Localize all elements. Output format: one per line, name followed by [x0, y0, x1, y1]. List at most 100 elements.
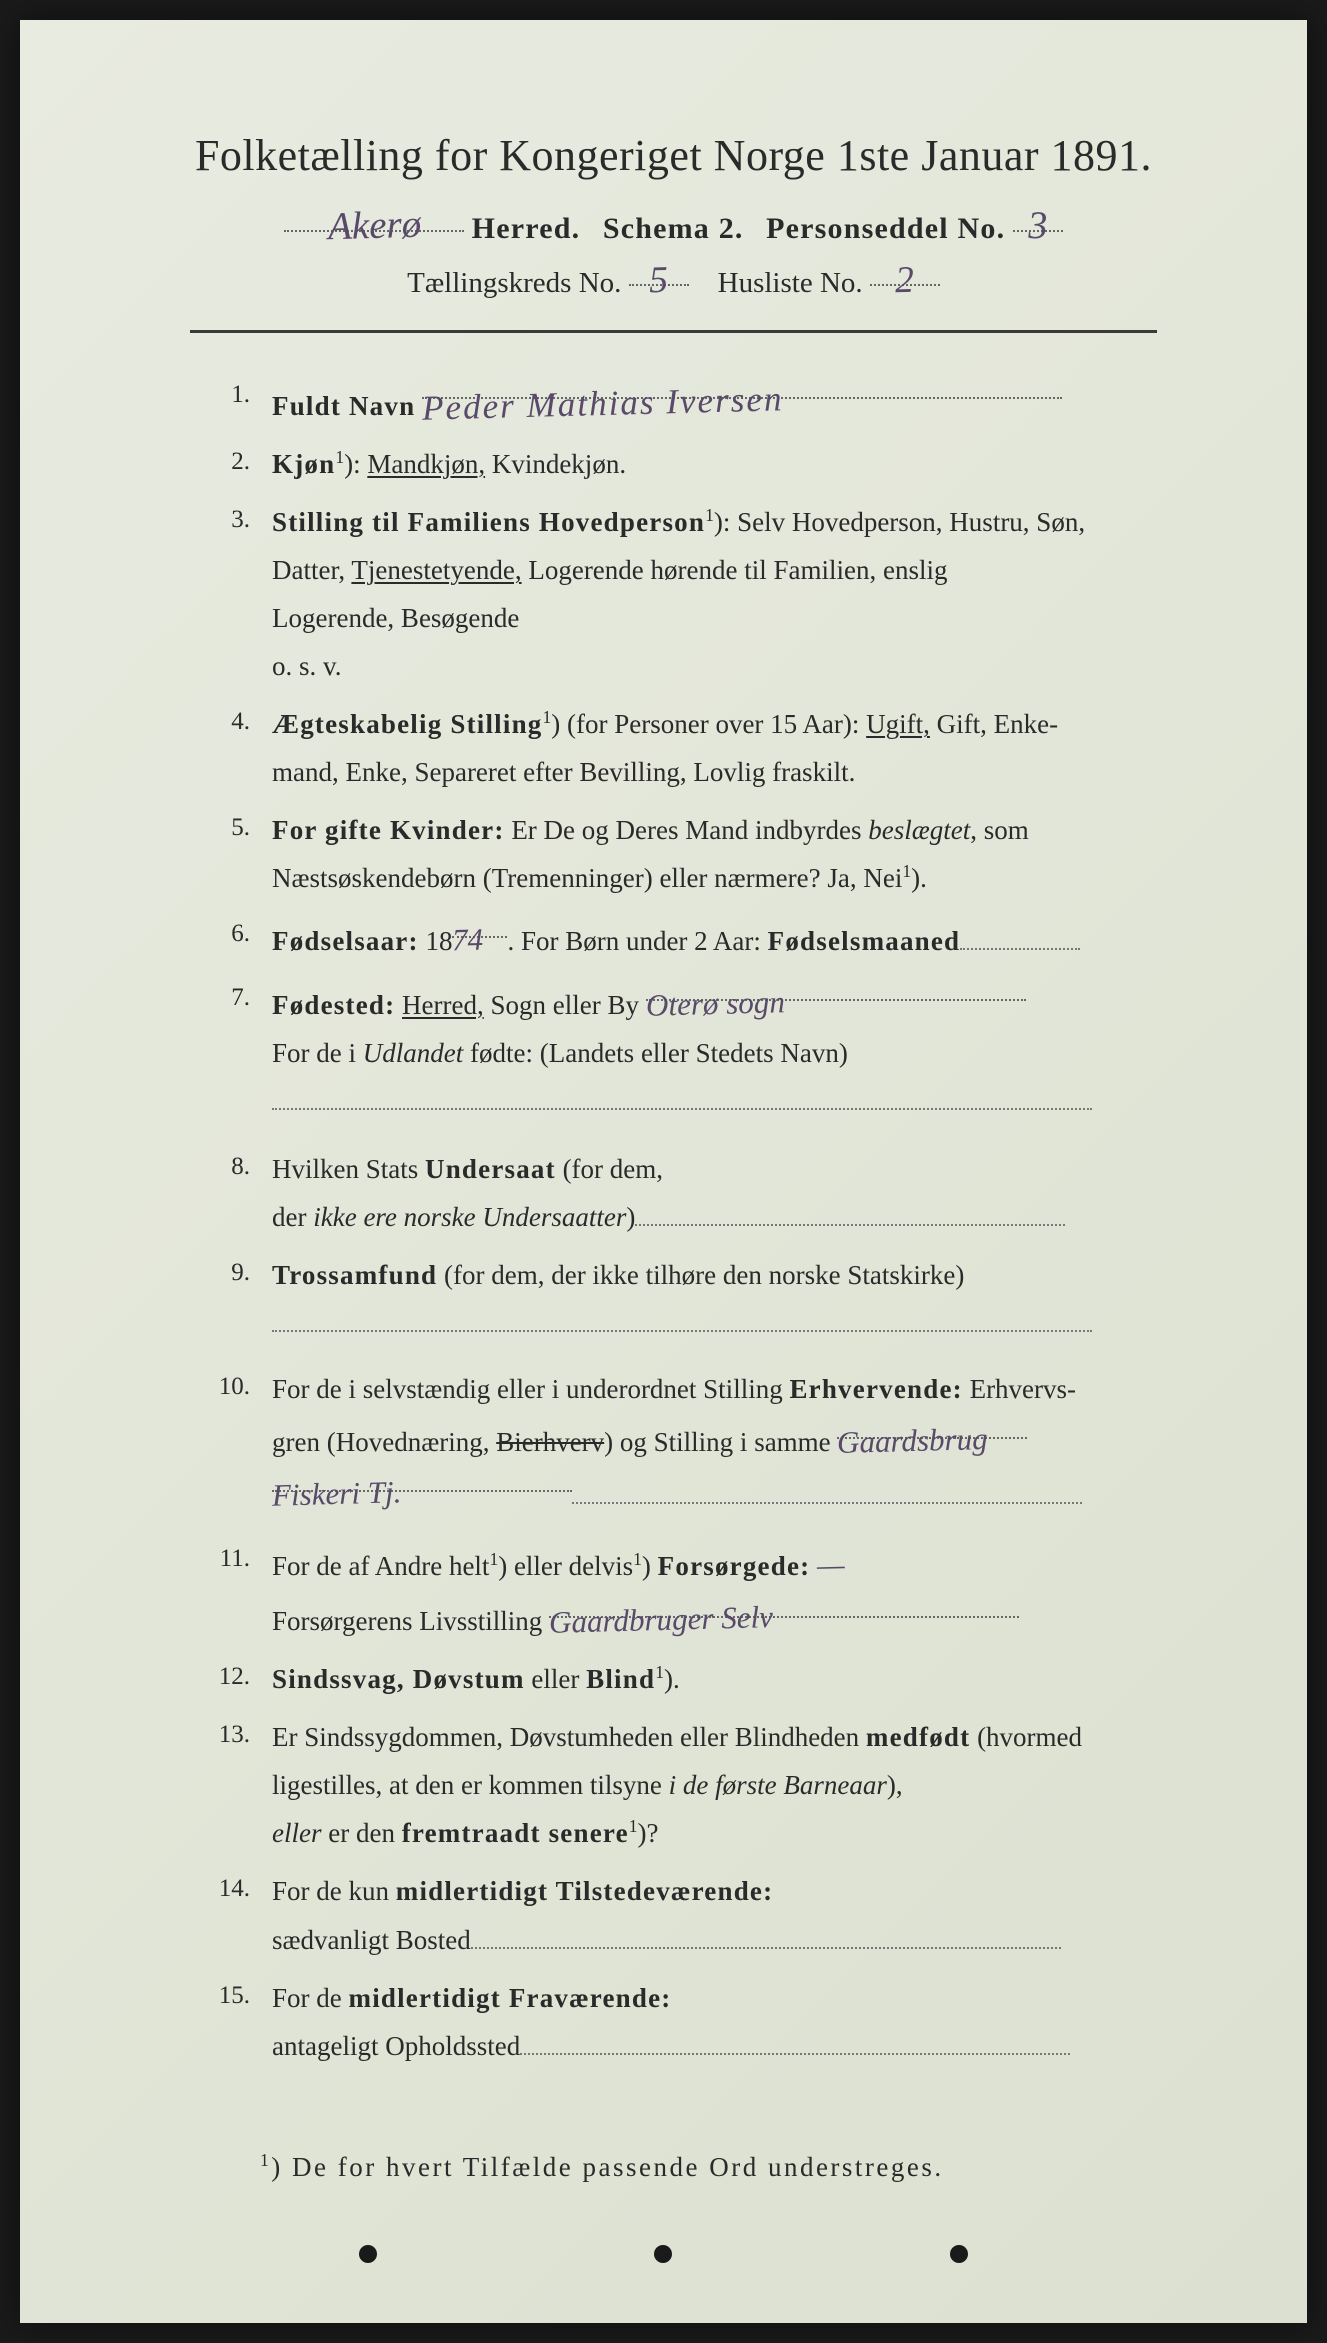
f15-bold: midlertidigt Fraværende:: [349, 1983, 672, 2013]
herred-handwritten: Akerø: [327, 202, 421, 249]
f7-label: Fødested:: [272, 990, 395, 1020]
field-9: Trossamfund (for dem, der ikke tilhøre d…: [190, 1251, 1157, 1347]
f7-underlined: Herred,: [402, 990, 484, 1020]
f4-line1b: Gift, Enke-: [930, 709, 1058, 739]
f8-italic: ikke ere norske Undersaatter: [313, 1202, 626, 1232]
f14-bold: midlertidigt Tilstedeværende:: [396, 1876, 774, 1906]
f11-line1b: ) eller delvis: [498, 1551, 633, 1581]
f3-line1: Selv Hovedperson, Hustru, Søn,: [737, 507, 1085, 537]
f10-strike: Bierhverv: [496, 1427, 604, 1457]
f3-line3: Logerende, Besøgende: [272, 603, 519, 633]
f7-line1: Sogn eller By: [484, 990, 639, 1020]
f4-line2: mand, Enke, Separeret efter Bevilling, L…: [272, 757, 855, 787]
f5-line1b: , som: [970, 815, 1029, 845]
f10-bold: Erhvervende:: [789, 1374, 962, 1404]
f4-sup: 1: [542, 707, 551, 727]
personseddel-label: Personseddel No.: [766, 212, 1005, 245]
f13-bold2: fremtraadt senere: [402, 1818, 629, 1848]
f8-line2a: der: [272, 1202, 313, 1232]
f13-line3c: )?: [638, 1818, 659, 1848]
f15-line1a: For de: [272, 1983, 349, 2013]
f5-line1: Er De og Deres Mand indbyrdes: [511, 815, 868, 845]
header-line-2: Tællingskreds No. 5 Husliste No. 2: [190, 258, 1157, 300]
f5-italic: beslægtet: [868, 815, 970, 845]
f14-dots: [471, 1927, 1061, 1949]
field-list: Fuldt Navn Peder Mathias Iversen Kjøn1):…: [190, 373, 1157, 2070]
f12-rest: eller: [525, 1664, 586, 1694]
f8-line2b: ): [626, 1202, 635, 1232]
f9-dots: [272, 1310, 1092, 1332]
f9-bold: Trossamfund: [272, 1260, 437, 1290]
f3-label: Stilling til Familiens Hovedperson: [272, 507, 705, 537]
f12-bold2: Blind: [586, 1664, 655, 1694]
f5-line2b: ).: [911, 863, 927, 893]
f12-end: ).: [664, 1664, 680, 1694]
f5-line2: Næstsøskendebørn (Tremenninger) eller næ…: [272, 863, 902, 893]
f13-line2b: ),: [887, 1770, 903, 1800]
f11-bold: Forsørgede:: [658, 1551, 811, 1581]
f2-sup: 1: [335, 447, 344, 467]
f6-year: 74: [452, 912, 484, 968]
f3-line2b: Logerende hørende til Familien, enslig: [522, 555, 948, 585]
divider: [190, 330, 1157, 333]
f4-line1a: (for Personer over 15 Aar):: [567, 709, 866, 739]
f10-line2a: gren (Hovednæring,: [272, 1427, 496, 1457]
f11-sup1: 1: [489, 1549, 498, 1569]
husliste-label: Husliste No.: [718, 267, 863, 299]
f11-line2: Forsørgerens Livsstilling: [272, 1606, 542, 1636]
footnote-sup: 1: [260, 2150, 271, 2170]
f13-italic: i de første Barneaar: [669, 1770, 887, 1800]
header-line-1: Akerø Herred. Schema 2. Personseddel No.…: [190, 203, 1157, 246]
f7-line2b: fødte: (Landets eller Stedets Navn): [463, 1038, 848, 1068]
f10-line1a: For de i selvstændig eller i underordnet…: [272, 1374, 789, 1404]
f14-line1a: For de kun: [272, 1876, 396, 1906]
form-title: Folketælling for Kongeriget Norge 1ste J…: [190, 130, 1157, 181]
f4-underlined: Ugift,: [866, 709, 930, 739]
f2-underlined: Mandkjøn,: [367, 449, 485, 479]
personseddel-no: 3: [1027, 203, 1048, 248]
field-3: Stilling til Familiens Hovedperson1): Se…: [190, 498, 1157, 690]
herred-label: Herred.: [472, 212, 581, 245]
f2-label: Kjøn: [272, 449, 335, 479]
f8-bold: Undersaat: [425, 1154, 556, 1184]
f3-underlined: Tjenestetyende,: [351, 555, 521, 585]
field-12: Sindssvag, Døvstum eller Blind1).: [190, 1655, 1157, 1703]
f11-line1c: ): [642, 1551, 658, 1581]
f6-label: Fødselsaar:: [272, 926, 419, 956]
hole-icon: [359, 2245, 377, 2263]
field-5: For gifte Kvinder: Er De og Deres Mand i…: [190, 806, 1157, 902]
f14-line2: sædvanligt Bosted: [272, 1925, 471, 1955]
f13-line1b: (hvormed: [970, 1722, 1082, 1752]
field-7: Fødested: Herred, Sogn eller By Oterø so…: [190, 976, 1157, 1125]
footnote: 1) De for hvert Tilfælde passende Ord un…: [190, 2150, 1157, 2183]
field-13: Er Sindssygdommen, Døvstumheden eller Bl…: [190, 1713, 1157, 1857]
f10-value2: Fiskeri Tj.: [271, 1464, 402, 1523]
f10-dots: [572, 1482, 1082, 1504]
f13-sup: 1: [629, 1816, 638, 1836]
footnote-text: ) De for hvert Tilfælde passende Ord und…: [271, 2152, 943, 2182]
f10-line2b: ) og Stilling i samme: [604, 1427, 831, 1457]
f3-line2a: Datter,: [272, 555, 351, 585]
f8-line1a: Hvilken Stats: [272, 1154, 425, 1184]
f10-line1b: Erhvervs-: [963, 1374, 1076, 1404]
schema-label: Schema 2.: [603, 212, 744, 245]
f7-dots: [272, 1088, 1092, 1110]
field-11: For de af Andre helt1) eller delvis1) Fo…: [190, 1537, 1157, 1645]
f13-line1a: Er Sindssygdommen, Døvstumheden eller Bl…: [272, 1722, 866, 1752]
f3-sup: 1: [705, 505, 714, 525]
f7-italic: Udlandet: [363, 1038, 464, 1068]
f1-value: Peder Mathias Iversen: [421, 368, 784, 440]
f15-dots: [520, 2033, 1070, 2055]
f6-prefix: 18: [425, 926, 452, 956]
f13-bold: medfødt: [866, 1722, 970, 1752]
f11-sup2: 1: [633, 1549, 642, 1569]
field-10: For de i selvstændig eller i underordnet…: [190, 1365, 1157, 1519]
field-8: Hvilken Stats Undersaat (for dem, der ik…: [190, 1145, 1157, 1241]
field-2: Kjøn1): Mandkjøn, Kvindekjøn.: [190, 440, 1157, 488]
f6-bold2: Fødselsmaaned: [768, 926, 961, 956]
tallingskreds-label: Tællingskreds No.: [407, 267, 621, 299]
hole-icon: [950, 2245, 968, 2263]
f4-label: Ægteskabelig Stilling: [272, 709, 542, 739]
census-form-page: Folketælling for Kongeriget Norge 1ste J…: [20, 20, 1307, 2323]
f6-rest: . For Børn under 2 Aar:: [507, 926, 767, 956]
